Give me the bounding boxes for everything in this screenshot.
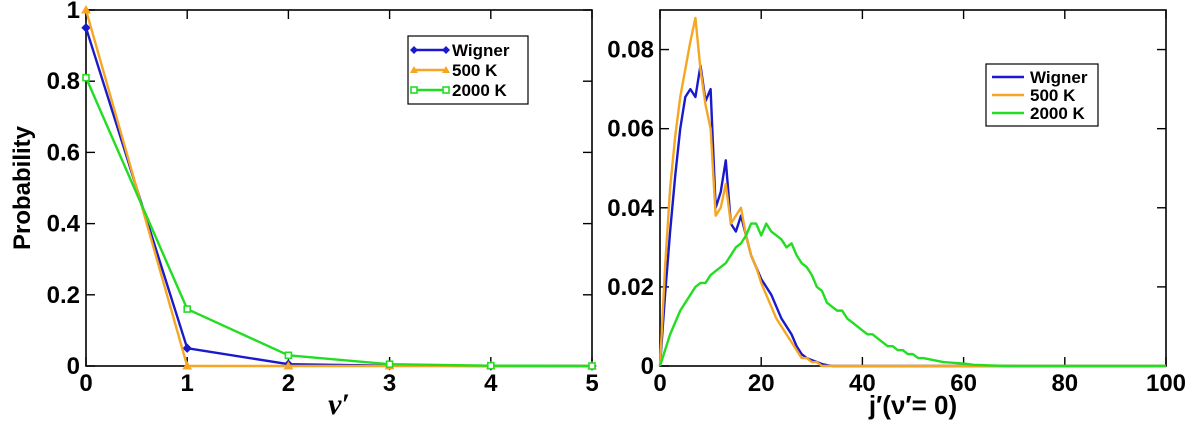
y-tick-label: 0.8 (47, 68, 80, 95)
y-tick-label: 0.2 (47, 282, 80, 309)
data-point (81, 23, 91, 33)
x-tick-label: 3 (383, 370, 396, 397)
legend-label: 2000 K (452, 81, 508, 100)
legend-label: Wigner (452, 41, 510, 60)
y-tick-label: 0.04 (607, 195, 654, 222)
data-point (183, 305, 191, 313)
x-axis-label: ν′ (328, 388, 350, 421)
data-point (81, 4, 91, 14)
y-tick-label: 0 (641, 353, 654, 380)
x-tick-label: 2 (282, 370, 295, 397)
x-tick-label: 0 (79, 370, 92, 397)
y-axis-label: Probability (9, 125, 36, 250)
y-tick-label: 0.4 (47, 211, 81, 238)
legend-label: 500 K (452, 61, 498, 80)
legend-marker (410, 46, 418, 54)
y-tick-label: 0.06 (607, 116, 654, 143)
x-tick-label: 20 (748, 370, 775, 397)
x-axis-label: j′(ν′= 0) (868, 390, 957, 420)
legend-marker (442, 46, 450, 54)
x-tick-label: 5 (585, 370, 598, 397)
data-point (182, 343, 192, 353)
legend-marker (442, 66, 450, 73)
y-tick-label: 0.6 (47, 139, 80, 166)
legend-marker (410, 86, 418, 94)
data-point (283, 360, 294, 370)
data-point (588, 362, 596, 370)
y-tick-label: 1 (67, 0, 80, 24)
series-line-2000-k (658, 222, 1166, 368)
data-point (486, 361, 495, 370)
series-line-2000-k (84, 77, 593, 368)
series-line-500-k (658, 16, 1166, 368)
legend-label: 2000 K (1030, 104, 1086, 123)
legend-label: Wigner (1030, 68, 1088, 87)
data-point (182, 360, 193, 370)
y-tick-label: 0.08 (607, 37, 654, 64)
x-tick-label: 80 (1051, 370, 1078, 397)
legend-label: 500 K (1030, 86, 1076, 105)
x-tick-label: 60 (950, 370, 977, 397)
data-point (284, 351, 293, 360)
y-tick-label: 0 (67, 353, 80, 380)
legend-marker (410, 66, 418, 73)
y-tick-label: 0.02 (607, 274, 654, 301)
data-point (385, 360, 394, 369)
legend-marker (442, 86, 450, 94)
x-tick-label: 40 (849, 370, 876, 397)
x-tick-label: 0 (653, 370, 666, 397)
x-tick-label: 4 (484, 370, 498, 397)
x-tick-label: 1 (181, 370, 194, 397)
x-tick-label: 100 (1146, 370, 1186, 397)
data-point (82, 73, 90, 82)
